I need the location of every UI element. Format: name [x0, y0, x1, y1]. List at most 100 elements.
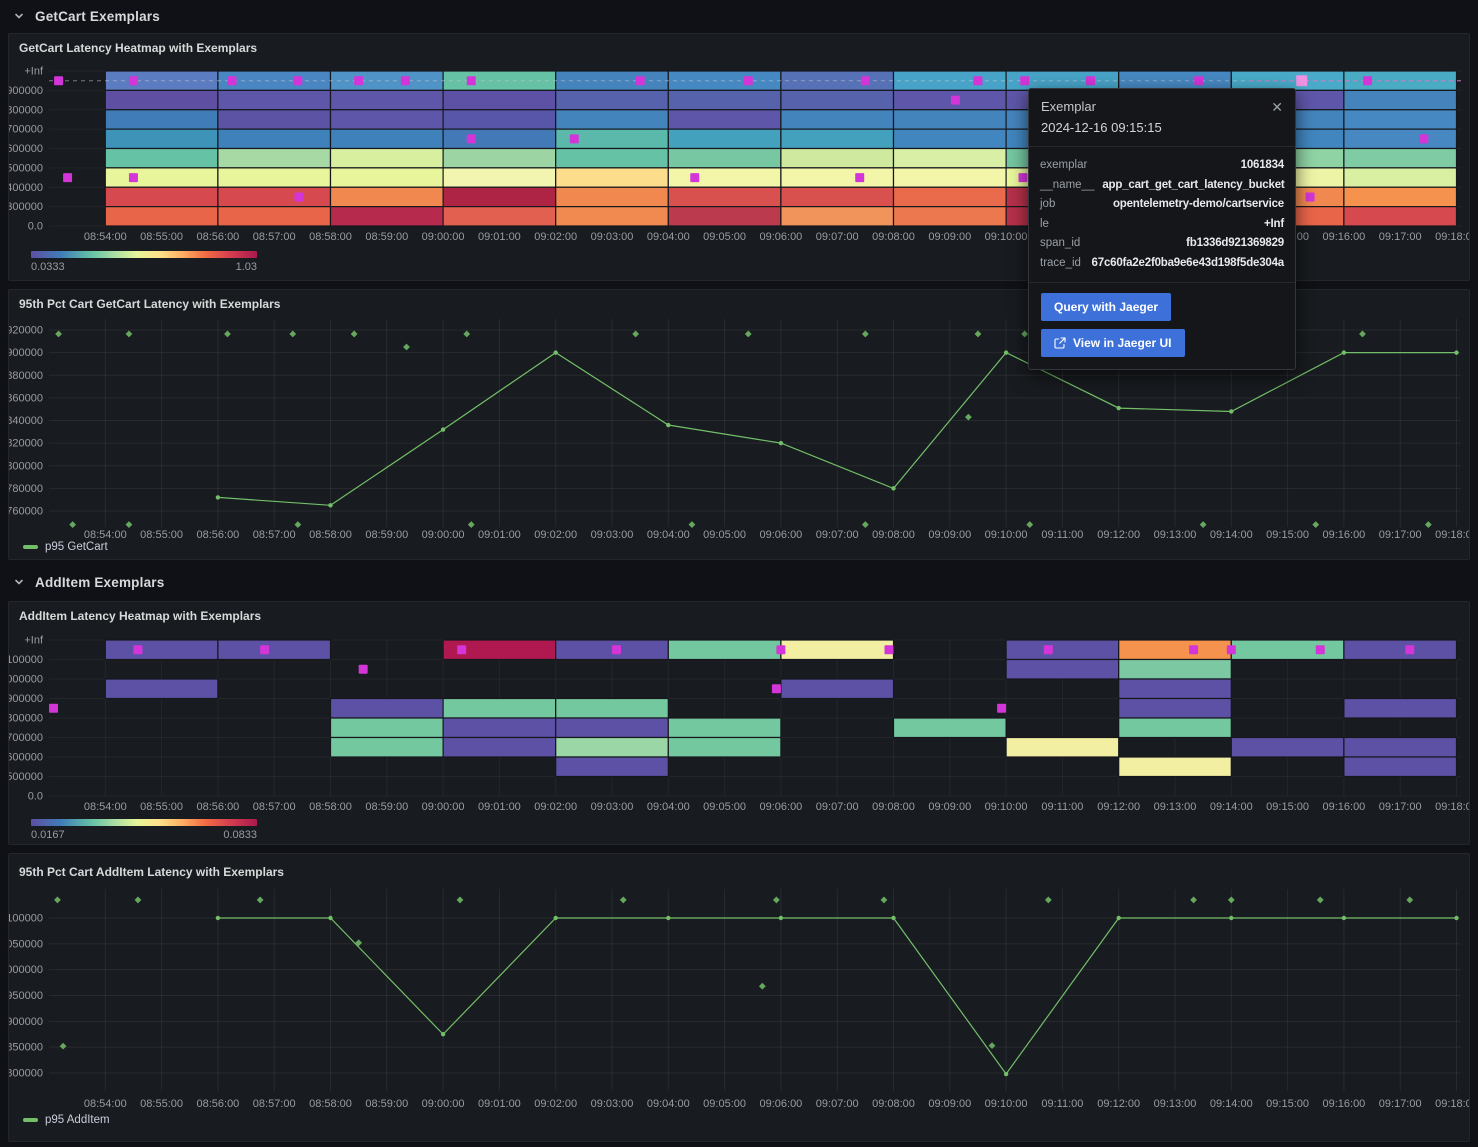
data-point[interactable]: [328, 503, 333, 508]
heatmap-cell[interactable]: [892, 70, 1007, 91]
exemplar-diamond[interactable]: [294, 521, 302, 528]
section-header-additem-exemplars[interactable]: AddItem Exemplars: [0, 568, 1478, 596]
heatmap-cell[interactable]: [442, 147, 557, 169]
heatmap-cell[interactable]: [780, 109, 895, 130]
heatmap-cell[interactable]: [667, 128, 782, 150]
heatmap-cell[interactable]: [555, 206, 669, 227]
panel-title[interactable]: GetCart Latency Heatmap with Exemplars: [19, 41, 258, 55]
exemplar-marker[interactable]: [973, 76, 983, 86]
exemplar-diamond[interactable]: [350, 330, 358, 338]
heatmap-cell[interactable]: [217, 206, 332, 227]
exemplar-marker[interactable]: [63, 173, 73, 183]
exemplar-marker[interactable]: [776, 645, 786, 655]
exemplar-diamond[interactable]: [880, 896, 888, 904]
heatmap-cell[interactable]: [1343, 128, 1458, 150]
heatmap-cell[interactable]: [892, 147, 1007, 169]
exemplar-diamond[interactable]: [463, 330, 471, 338]
data-point[interactable]: [1454, 350, 1459, 355]
exemplar-diamond[interactable]: [1316, 896, 1324, 904]
heatmap-cell[interactable]: [555, 717, 669, 739]
heatmap-cell[interactable]: [1343, 697, 1458, 719]
heatmap-cell[interactable]: [1343, 756, 1458, 778]
exemplar-marker[interactable]: [1020, 76, 1030, 86]
heatmap-cell[interactable]: [667, 736, 782, 758]
exemplar-diamond[interactable]: [1359, 330, 1366, 338]
heatmap-cell[interactable]: [667, 89, 782, 111]
heatmap-cell[interactable]: [555, 639, 669, 661]
heatmap-cell[interactable]: [1005, 736, 1120, 758]
exemplar-diamond[interactable]: [619, 896, 627, 904]
exemplar-marker[interactable]: [690, 173, 700, 183]
exemplar-marker[interactable]: [1363, 76, 1373, 86]
heatmap-cell[interactable]: [780, 167, 895, 188]
heatmap-cell[interactable]: [780, 206, 895, 227]
heatmap-cell[interactable]: [329, 186, 444, 208]
heatmap-cell[interactable]: [1343, 736, 1458, 758]
heatmap-cell[interactable]: [555, 89, 669, 111]
getcart-line-canvas[interactable]: 760000 780000 800000 820000 840000 860000 8800…: [9, 290, 1469, 559]
heatmap-cell[interactable]: [1118, 639, 1232, 661]
heatmap-cell[interactable]: [442, 89, 557, 111]
heatmap-cell[interactable]: [780, 147, 895, 169]
heatmap-cell[interactable]: [1230, 639, 1345, 661]
heatmap-cell[interactable]: [780, 639, 895, 661]
heatmap-cell[interactable]: [1118, 697, 1232, 719]
exemplar-marker[interactable]: [771, 684, 781, 694]
section-header-getcart-exemplars[interactable]: GetCart Exemplars: [0, 2, 1478, 30]
exemplar-marker[interactable]: [294, 192, 304, 202]
heatmap-cell[interactable]: [442, 109, 557, 130]
exemplar-diamond[interactable]: [988, 1042, 996, 1050]
exemplar-diamond[interactable]: [289, 330, 297, 338]
heatmap-cell[interactable]: [892, 109, 1007, 130]
exemplar-marker[interactable]: [128, 76, 138, 86]
data-point[interactable]: [1116, 915, 1121, 921]
data-point[interactable]: [891, 486, 896, 491]
exemplar-marker[interactable]: [1194, 76, 1204, 86]
panel-title[interactable]: 95th Pct Cart AddItem Latency with Exemp…: [19, 865, 284, 879]
heatmap-cell[interactable]: [1343, 109, 1458, 130]
exemplar-diamond[interactable]: [974, 330, 982, 338]
heatmap-cell[interactable]: [442, 206, 557, 227]
heatmap-cell[interactable]: [442, 186, 557, 208]
close-icon[interactable]: ✕: [1271, 98, 1283, 115]
heatmap-cell[interactable]: [892, 206, 1007, 227]
heatmap-cell[interactable]: [555, 736, 669, 758]
exemplar-diamond[interactable]: [355, 939, 363, 947]
exemplar-marker[interactable]: [997, 703, 1007, 713]
data-point[interactable]: [1116, 405, 1121, 411]
data-point[interactable]: [215, 915, 221, 921]
data-point[interactable]: [666, 422, 671, 428]
data-point[interactable]: [1454, 915, 1459, 921]
heatmap-cell[interactable]: [442, 717, 557, 739]
heatmap-cell[interactable]: [217, 128, 332, 150]
exemplar-marker[interactable]: [1043, 645, 1053, 655]
data-point[interactable]: [1229, 915, 1234, 921]
heatmap-cell[interactable]: [555, 167, 669, 188]
heatmap-cell[interactable]: [1118, 658, 1232, 680]
exemplar-diamond[interactable]: [125, 330, 133, 338]
exemplar-marker[interactable]: [1305, 192, 1315, 202]
heatmap-cell[interactable]: [104, 89, 219, 111]
exemplar-diamond[interactable]: [134, 896, 142, 904]
heatmap-cell[interactable]: [1343, 206, 1458, 227]
exemplar-diamond[interactable]: [55, 330, 62, 338]
exemplar-diamond[interactable]: [861, 330, 869, 338]
heatmap-cell[interactable]: [667, 639, 782, 661]
data-point[interactable]: [1341, 915, 1347, 921]
heatmap-cell[interactable]: [1005, 639, 1120, 661]
heatmap-cell[interactable]: [1343, 147, 1458, 169]
exemplar-marker-highlighted[interactable]: [1296, 75, 1308, 87]
panel-title[interactable]: 95th Pct Cart GetCart Latency with Exemp…: [19, 297, 281, 311]
exemplar-marker[interactable]: [457, 645, 467, 655]
exemplar-diamond[interactable]: [256, 896, 264, 904]
heatmap-cell[interactable]: [1118, 678, 1232, 700]
exemplar-diamond[interactable]: [1190, 896, 1197, 904]
exemplar-diamond[interactable]: [688, 521, 696, 528]
heatmap-cell[interactable]: [555, 186, 669, 208]
heatmap-cell[interactable]: [104, 186, 219, 208]
exemplar-marker[interactable]: [855, 173, 865, 183]
exemplar-diamond[interactable]: [964, 413, 972, 421]
legend-item-p95-getcart[interactable]: p95 GetCart: [23, 541, 108, 553]
